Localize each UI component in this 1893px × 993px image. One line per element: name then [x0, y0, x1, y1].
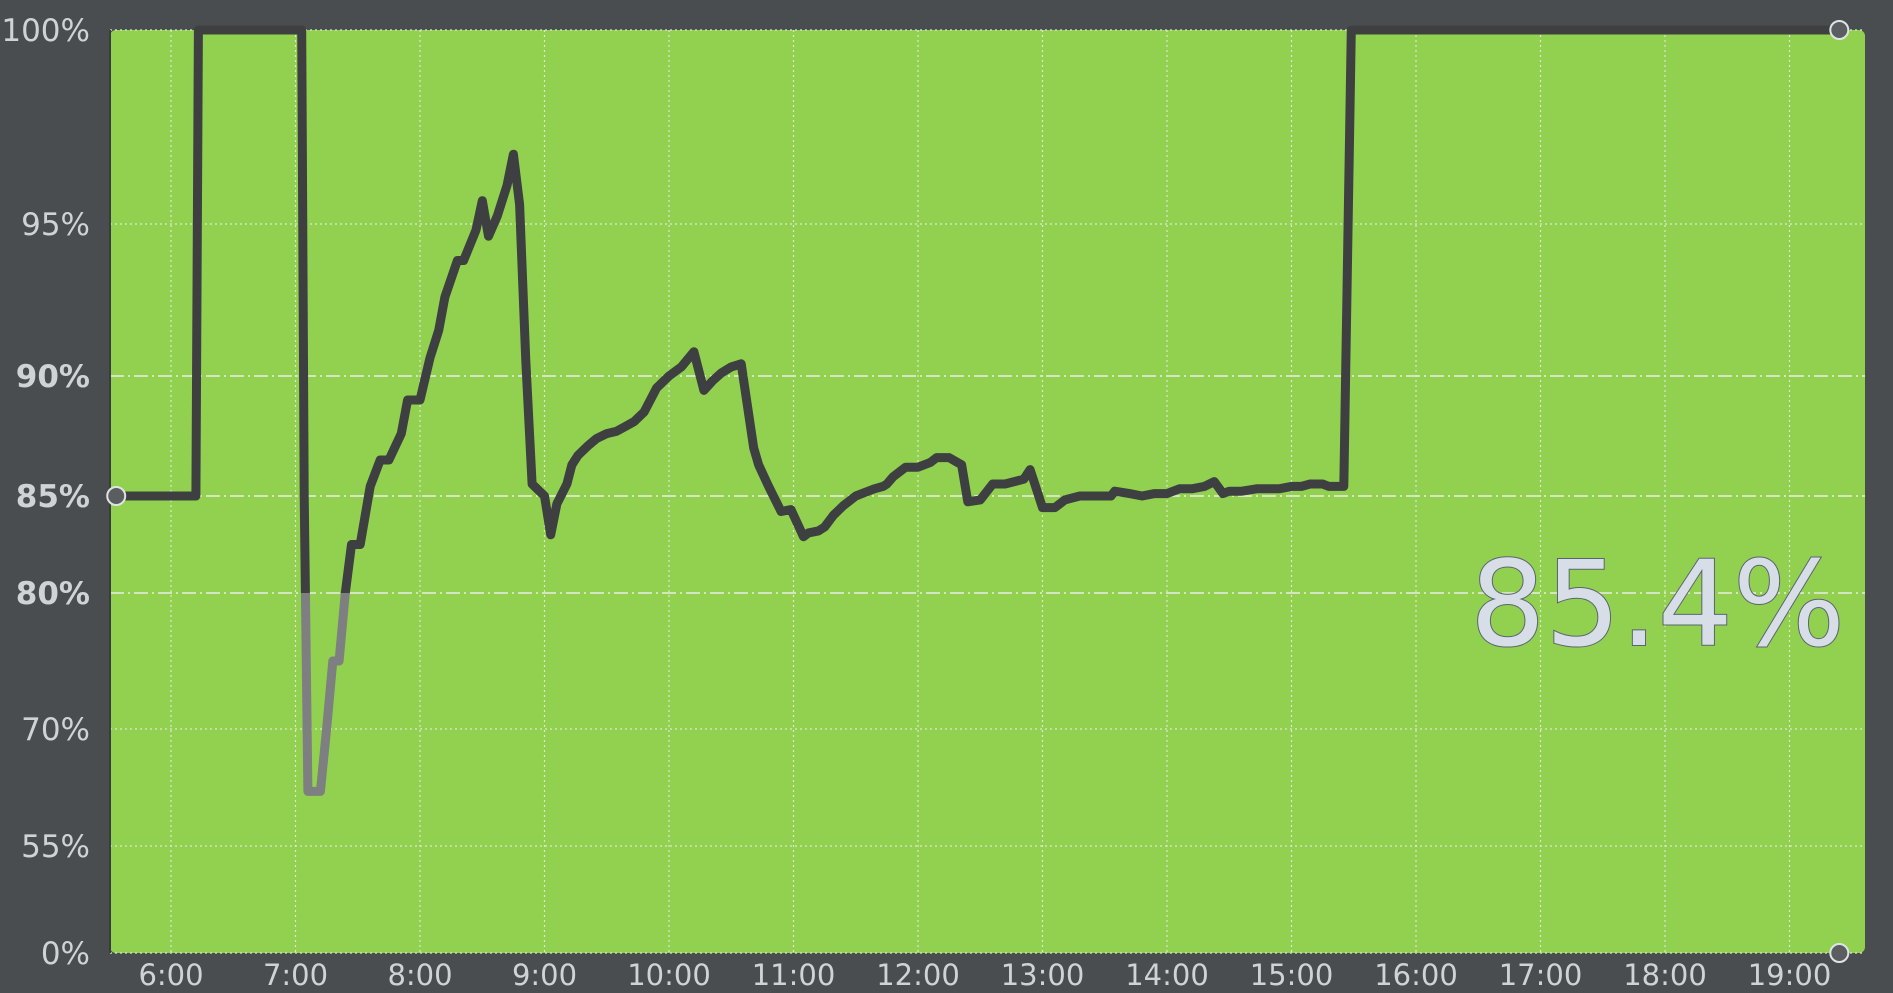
series-line [111, 25, 1844, 593]
x-tick-label: 18:00 [1623, 958, 1707, 992]
x-tick-label: 10:00 [627, 958, 711, 992]
y-tick-label: 70% [21, 712, 90, 748]
y-tick-label: 55% [21, 829, 90, 865]
end-marker [1829, 20, 1850, 40]
x-tick-label: 14:00 [1125, 958, 1209, 992]
y-tick-label: 100% [1, 13, 90, 49]
x-axis-ticks: 6:00 7:00 8:00 9:00 10:00 11:00 12:00 13:00 14:0… [138, 958, 1831, 992]
series-percentage [111, 25, 1844, 796]
x-tick-label: 17:00 [1499, 958, 1583, 992]
x-tick-label: 7:00 [263, 958, 328, 992]
current-value-label: 85.4% [1470, 535, 1845, 673]
y-tick-label: 85% [16, 479, 90, 515]
x-tick-label: 19:00 [1748, 958, 1832, 992]
x-tick-label: 13:00 [1001, 958, 1085, 992]
x-tick-label: 11:00 [752, 958, 836, 992]
x-tick-label: 15:00 [1250, 958, 1334, 992]
x-tick-label: 12:00 [876, 958, 960, 992]
x-tick-label: 16:00 [1374, 958, 1458, 992]
y-tick-label: 80% [16, 576, 90, 612]
x-tick-label: 9:00 [512, 958, 577, 992]
start-marker [106, 486, 127, 506]
x-tick-label: 8:00 [387, 958, 452, 992]
end-axis-marker [1829, 943, 1850, 963]
y-tick-label: 0% [41, 936, 90, 972]
y-axis-ticks: 0% 55% 70% 80% 85% 90% 95% 100% [1, 13, 90, 972]
y-tick-label: 90% [16, 359, 90, 395]
y-tick-label: 95% [21, 207, 90, 243]
x-tick-label: 6:00 [138, 958, 203, 992]
